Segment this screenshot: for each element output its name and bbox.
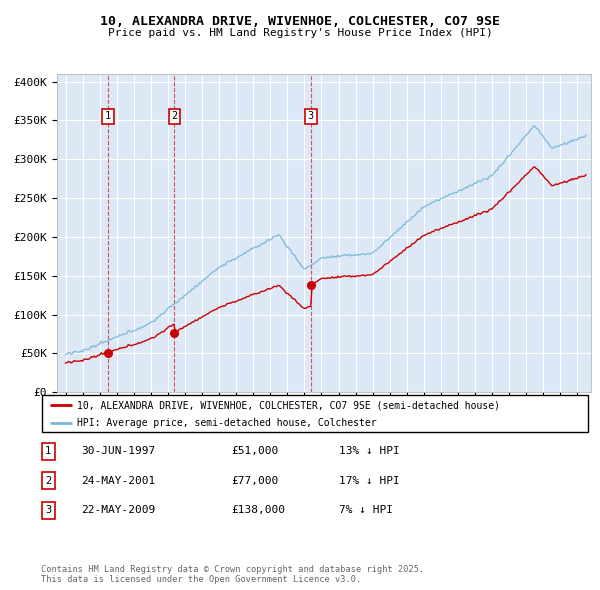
Text: 22-MAY-2009: 22-MAY-2009 [81,506,155,515]
Text: £138,000: £138,000 [231,506,285,515]
Text: 3: 3 [308,112,314,122]
Text: £77,000: £77,000 [231,476,278,486]
Text: 10, ALEXANDRA DRIVE, WIVENHOE, COLCHESTER, CO7 9SE: 10, ALEXANDRA DRIVE, WIVENHOE, COLCHESTE… [100,15,500,28]
Text: 7% ↓ HPI: 7% ↓ HPI [339,506,393,515]
Text: Price paid vs. HM Land Registry's House Price Index (HPI): Price paid vs. HM Land Registry's House … [107,28,493,38]
Text: 30-JUN-1997: 30-JUN-1997 [81,447,155,456]
Text: 24-MAY-2001: 24-MAY-2001 [81,476,155,486]
Text: Contains HM Land Registry data © Crown copyright and database right 2025.
This d: Contains HM Land Registry data © Crown c… [41,565,424,584]
Text: £51,000: £51,000 [231,447,278,456]
Text: 17% ↓ HPI: 17% ↓ HPI [339,476,400,486]
Text: HPI: Average price, semi-detached house, Colchester: HPI: Average price, semi-detached house,… [77,418,377,428]
Text: 1: 1 [45,447,52,456]
Text: 2: 2 [171,112,178,122]
Text: 1: 1 [105,112,111,122]
Text: 2: 2 [45,476,52,486]
Text: 13% ↓ HPI: 13% ↓ HPI [339,447,400,456]
Text: 3: 3 [45,506,52,515]
Text: 10, ALEXANDRA DRIVE, WIVENHOE, COLCHESTER, CO7 9SE (semi-detached house): 10, ALEXANDRA DRIVE, WIVENHOE, COLCHESTE… [77,400,500,410]
